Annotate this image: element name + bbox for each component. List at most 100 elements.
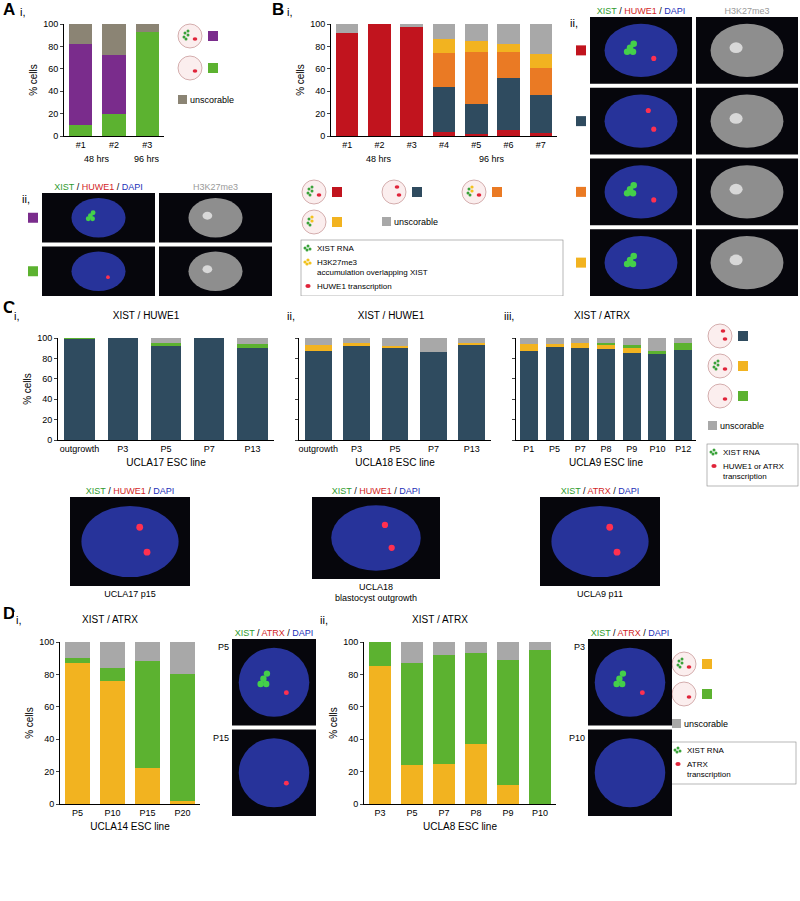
svg-text:P7: P7 — [438, 808, 449, 818]
svg-text:outgrowth: outgrowth — [298, 444, 338, 454]
svg-text:P9: P9 — [502, 808, 513, 818]
svg-text:HUWE1 transcription: HUWE1 transcription — [317, 282, 392, 291]
svg-text:UCLA18 ESC line: UCLA18 ESC line — [355, 457, 435, 468]
svg-text:XIST / HUWE1 / DAPI: XIST / HUWE1 / DAPI — [86, 486, 174, 496]
svg-text:60: 60 — [315, 64, 325, 74]
svg-text:P3: P3 — [374, 808, 385, 818]
svg-text:40: 40 — [315, 86, 325, 96]
svg-text:XIST / ATRX: XIST / ATRX — [82, 614, 138, 625]
svg-text:40: 40 — [348, 734, 358, 744]
svg-text:0: 0 — [47, 435, 52, 445]
svg-text:P8: P8 — [600, 444, 611, 454]
svg-text:80: 80 — [348, 670, 358, 680]
svg-text:ii,: ii, — [22, 193, 30, 205]
svg-text:P7: P7 — [428, 444, 439, 454]
svg-text:60: 60 — [348, 702, 358, 712]
svg-text:XIST / ATRX: XIST / ATRX — [412, 614, 468, 625]
svg-text:UCLA14 ESC line: UCLA14 ESC line — [90, 821, 170, 832]
svg-text:#1: #1 — [342, 140, 352, 150]
svg-text:XIST / HUWE1 / DAPI: XIST / HUWE1 / DAPI — [54, 182, 142, 192]
svg-text:20: 20 — [42, 415, 52, 425]
svg-text:% cells: % cells — [22, 373, 33, 405]
svg-text:% cells: % cells — [295, 64, 306, 96]
svg-text:XIST / HUWE1: XIST / HUWE1 — [113, 310, 180, 321]
svg-text:P1: P1 — [523, 444, 534, 454]
svg-text:40: 40 — [42, 394, 52, 404]
svg-text:20: 20 — [48, 109, 58, 119]
svg-text:100: 100 — [43, 19, 58, 29]
svg-text:UCLA17 p15: UCLA17 p15 — [104, 589, 156, 599]
svg-text:#5: #5 — [471, 140, 481, 150]
svg-text:40: 40 — [48, 86, 58, 96]
svg-text:P10: P10 — [532, 808, 548, 818]
svg-text:transcription: transcription — [687, 770, 731, 779]
svg-text:P3: P3 — [117, 444, 128, 454]
svg-text:UCLA17 ESC line: UCLA17 ESC line — [126, 457, 206, 468]
svg-text:96 hrs: 96 hrs — [479, 154, 505, 164]
svg-text:20: 20 — [348, 767, 358, 777]
svg-text:#2: #2 — [109, 140, 119, 150]
svg-text:transcription: transcription — [723, 472, 767, 481]
svg-text:P15: P15 — [139, 808, 155, 818]
svg-text:accumulation overlapping XIST: accumulation overlapping XIST — [317, 268, 428, 277]
svg-text:UCLA9 ESC line: UCLA9 ESC line — [569, 457, 643, 468]
svg-text:100: 100 — [37, 333, 52, 343]
svg-text:HUWE1 or ATRX: HUWE1 or ATRX — [723, 462, 784, 471]
svg-text:0: 0 — [353, 799, 358, 809]
svg-text:unscorable: unscorable — [394, 217, 438, 227]
svg-text:0: 0 — [53, 131, 58, 141]
svg-text:P5: P5 — [389, 444, 400, 454]
svg-text:P12: P12 — [675, 444, 691, 454]
svg-text:P5: P5 — [406, 808, 417, 818]
svg-text:60: 60 — [44, 702, 54, 712]
svg-text:20: 20 — [44, 767, 54, 777]
svg-text:80: 80 — [315, 42, 325, 52]
svg-text:blastocyst outgrowth: blastocyst outgrowth — [335, 593, 417, 603]
svg-text:#4: #4 — [439, 140, 449, 150]
svg-text:H3K27me3: H3K27me3 — [317, 258, 358, 267]
svg-text:P7: P7 — [204, 444, 215, 454]
svg-text:P5: P5 — [549, 444, 560, 454]
svg-text:P20: P20 — [174, 808, 190, 818]
svg-text:P8: P8 — [470, 808, 481, 818]
svg-text:80: 80 — [44, 670, 54, 680]
svg-text:P7: P7 — [575, 444, 586, 454]
svg-text:40: 40 — [44, 734, 54, 744]
svg-text:#3: #3 — [142, 140, 152, 150]
svg-text:20: 20 — [315, 109, 325, 119]
svg-text:#3: #3 — [407, 140, 417, 150]
svg-text:unscorable: unscorable — [720, 421, 764, 431]
svg-text:P9: P9 — [626, 444, 637, 454]
svg-text:#1: #1 — [76, 140, 86, 150]
svg-text:#6: #6 — [504, 140, 514, 150]
svg-text:XIST / HUWE1 / DAPI: XIST / HUWE1 / DAPI — [332, 486, 420, 496]
svg-text:P15: P15 — [213, 733, 229, 743]
svg-text:#2: #2 — [374, 140, 384, 150]
svg-text:unscorable: unscorable — [190, 95, 234, 105]
svg-text:80: 80 — [48, 42, 58, 52]
svg-text:60: 60 — [42, 374, 52, 384]
svg-text:XIST / ATRX / DAPI: XIST / ATRX / DAPI — [561, 486, 640, 496]
svg-text:ii,: ii, — [570, 17, 578, 29]
svg-text:XIST RNA: XIST RNA — [687, 746, 724, 755]
svg-text:100: 100 — [343, 637, 358, 647]
svg-text:XIST / HUWE1: XIST / HUWE1 — [358, 310, 425, 321]
svg-text:P10: P10 — [649, 444, 665, 454]
svg-text:48 hrs: 48 hrs — [84, 154, 110, 164]
svg-text:P3: P3 — [574, 642, 585, 652]
svg-text:XIST / HUWE1 / DAPI: XIST / HUWE1 / DAPI — [597, 6, 685, 16]
svg-text:% cells: % cells — [24, 707, 35, 739]
svg-text:P5: P5 — [72, 808, 83, 818]
svg-text:#7: #7 — [536, 140, 546, 150]
svg-text:P5: P5 — [218, 642, 229, 652]
svg-text:P5: P5 — [160, 444, 171, 454]
svg-text:60: 60 — [48, 64, 58, 74]
svg-text:P3: P3 — [351, 444, 362, 454]
svg-text:P10: P10 — [104, 808, 120, 818]
svg-text:48 hrs: 48 hrs — [366, 154, 392, 164]
svg-text:unscorable: unscorable — [684, 719, 728, 729]
svg-text:XIST / ATRX: XIST / ATRX — [574, 310, 630, 321]
svg-text:% cells: % cells — [328, 707, 339, 739]
svg-text:ATRX: ATRX — [687, 760, 708, 769]
svg-text:H3K27me3: H3K27me3 — [724, 6, 769, 16]
